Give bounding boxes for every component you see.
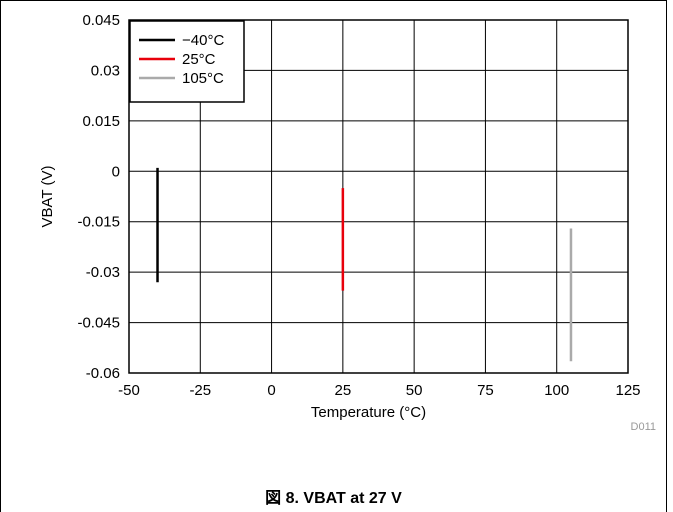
- y-tick-label: 0.03: [91, 62, 120, 79]
- legend-box: [129, 20, 245, 103]
- x-tick-label: 25: [335, 382, 352, 399]
- x-tick-label: -50: [118, 382, 140, 399]
- legend-label-0: −40°C: [182, 32, 224, 49]
- y-tick-label: -0.03: [86, 264, 120, 281]
- x-tick-label: 50: [406, 382, 423, 399]
- x-tick-label: 125: [615, 382, 640, 399]
- figure-code-annotation: D011: [631, 421, 656, 433]
- y-axis-label: VBAT (V): [39, 166, 56, 228]
- plot-area-border: [128, 19, 629, 374]
- legend-label-1: 25°C: [182, 51, 216, 68]
- x-tick-label: 75: [477, 382, 494, 399]
- figure-caption: 図 8. VBAT at 27 V: [265, 490, 402, 507]
- y-tick-label: 0.045: [82, 12, 120, 29]
- y-tick-label: -0.045: [77, 315, 120, 332]
- y-tick-label: 0: [112, 163, 120, 180]
- x-tick-label: -25: [189, 382, 211, 399]
- y-tick-label: 0.015: [82, 113, 120, 130]
- x-axis-label: Temperature (°C): [311, 404, 426, 421]
- x-tick-label: 100: [544, 382, 569, 399]
- y-tick-label: -0.015: [77, 214, 120, 231]
- legend-label-2: 105°C: [182, 70, 224, 87]
- y-tick-label: -0.06: [86, 365, 120, 382]
- x-tick-label: 0: [267, 382, 275, 399]
